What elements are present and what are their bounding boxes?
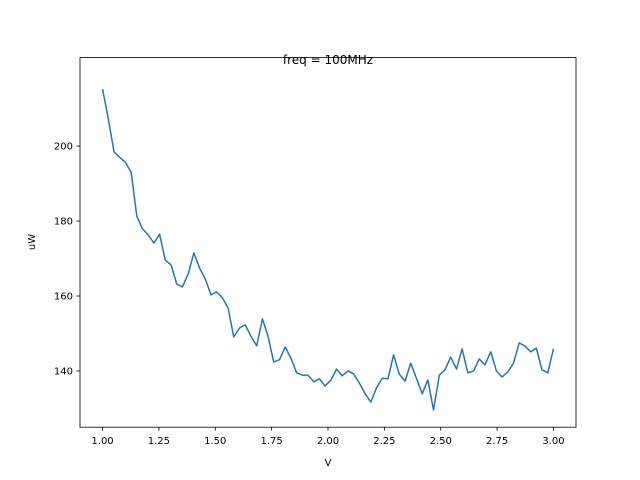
- x-tick-label: 2.50: [430, 436, 452, 447]
- plot-frame: [79, 57, 577, 428]
- chart-title: freq = 100MHz: [283, 53, 373, 67]
- y-tick-label: 140: [54, 366, 73, 377]
- x-tick-label: 2.00: [317, 436, 339, 447]
- y-tick-label: 200: [54, 142, 73, 153]
- x-tick-label: 2.25: [373, 436, 395, 447]
- y-axis-label: uW: [27, 234, 38, 250]
- y-tick-label: 180: [54, 217, 73, 228]
- line-series: [101, 88, 555, 411]
- x-axis-label: V: [325, 458, 332, 469]
- y-tick-label: 160: [54, 292, 73, 303]
- x-tick-label: 1.00: [91, 436, 113, 447]
- x-tick-label: 1.25: [148, 436, 170, 447]
- x-tick-label: 1.75: [261, 436, 283, 447]
- x-tick-label: 1.50: [204, 436, 226, 447]
- x-tick-label: 3.00: [542, 436, 564, 447]
- x-tick-label: 2.75: [486, 436, 508, 447]
